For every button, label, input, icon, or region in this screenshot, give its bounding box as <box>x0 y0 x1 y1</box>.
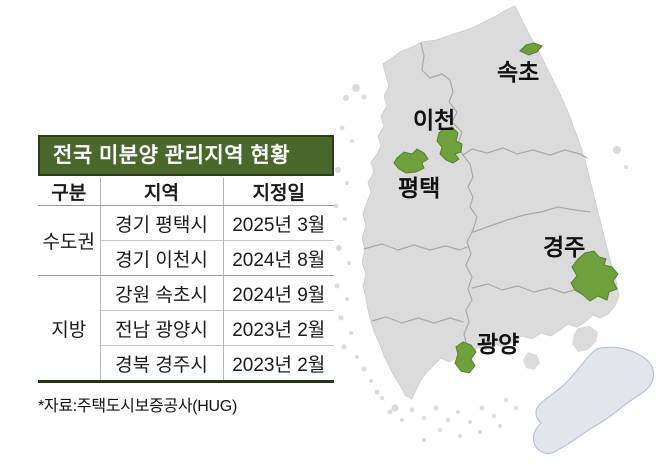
table-row: 경기 이천시 2024년 8월 <box>38 240 334 276</box>
region-cell: 경기 평택시 <box>99 205 223 241</box>
date-cell: 2024년 9월 <box>222 275 334 311</box>
table-row: 지방 강원 속초시 2024년 9월 <box>38 275 334 382</box>
province-borders <box>363 42 591 365</box>
region-cell: 전남 광양시 <box>99 310 223 346</box>
mainland-outline <box>361 5 620 400</box>
table-header-row: 구분 지역 지정일 <box>38 178 334 206</box>
status-table-block: 전국 미분양 관리지역 현황 구분 지역 지정일 수도권 경기 평택시 2025… <box>38 135 334 416</box>
jeju-island <box>532 346 655 455</box>
date-cell: 2023년 2월 <box>222 310 334 346</box>
map-label-pyeongtaek: 평택 <box>398 175 440 201</box>
region-sokcho-highlight <box>519 42 543 56</box>
region-gyeongju-highlight <box>570 250 619 302</box>
date-cell: 2025년 3월 <box>222 205 334 241</box>
region-gwangyang-highlight <box>454 341 477 374</box>
date-cell: 2024년 8월 <box>222 240 334 276</box>
table-row: 전남 광양시 2023년 2월 <box>38 310 334 346</box>
category-cell-capital: 수도권 <box>38 205 100 276</box>
region-pyeongtaek-highlight <box>393 148 429 174</box>
map-label-gyeongju: 경주 <box>543 234 585 260</box>
region-cell: 경북 경주시 <box>99 345 223 382</box>
highlighted-regions <box>393 42 619 374</box>
column-header-date: 지정일 <box>222 178 334 206</box>
map-label-gwangyang: 광양 <box>477 331 519 357</box>
table-title: 전국 미분양 관리지역 현황 <box>38 135 334 176</box>
column-header-category: 구분 <box>38 178 100 206</box>
date-cell: 2023년 2월 <box>222 345 334 382</box>
map-label-sokcho: 속초 <box>497 59 539 85</box>
region-icheon-highlight <box>436 126 463 164</box>
category-cell-regional: 지방 <box>38 275 100 382</box>
coastal-islands <box>333 84 628 442</box>
map-label-icheon: 이천 <box>413 107 455 133</box>
region-cell: 경기 이천시 <box>99 240 223 276</box>
table-row: 수도권 경기 평택시 2025년 3월 <box>38 205 334 276</box>
column-header-region: 지역 <box>99 178 223 206</box>
status-table: 구분 지역 지정일 수도권 경기 평택시 2025년 3월 경기 이천시 202… <box>38 178 334 383</box>
table-row: 경북 경주시 2023년 2월 <box>38 345 334 382</box>
source-note: *자료:주택도시보증공사(HUG) <box>38 398 237 415</box>
region-cell: 강원 속초시 <box>99 275 223 311</box>
